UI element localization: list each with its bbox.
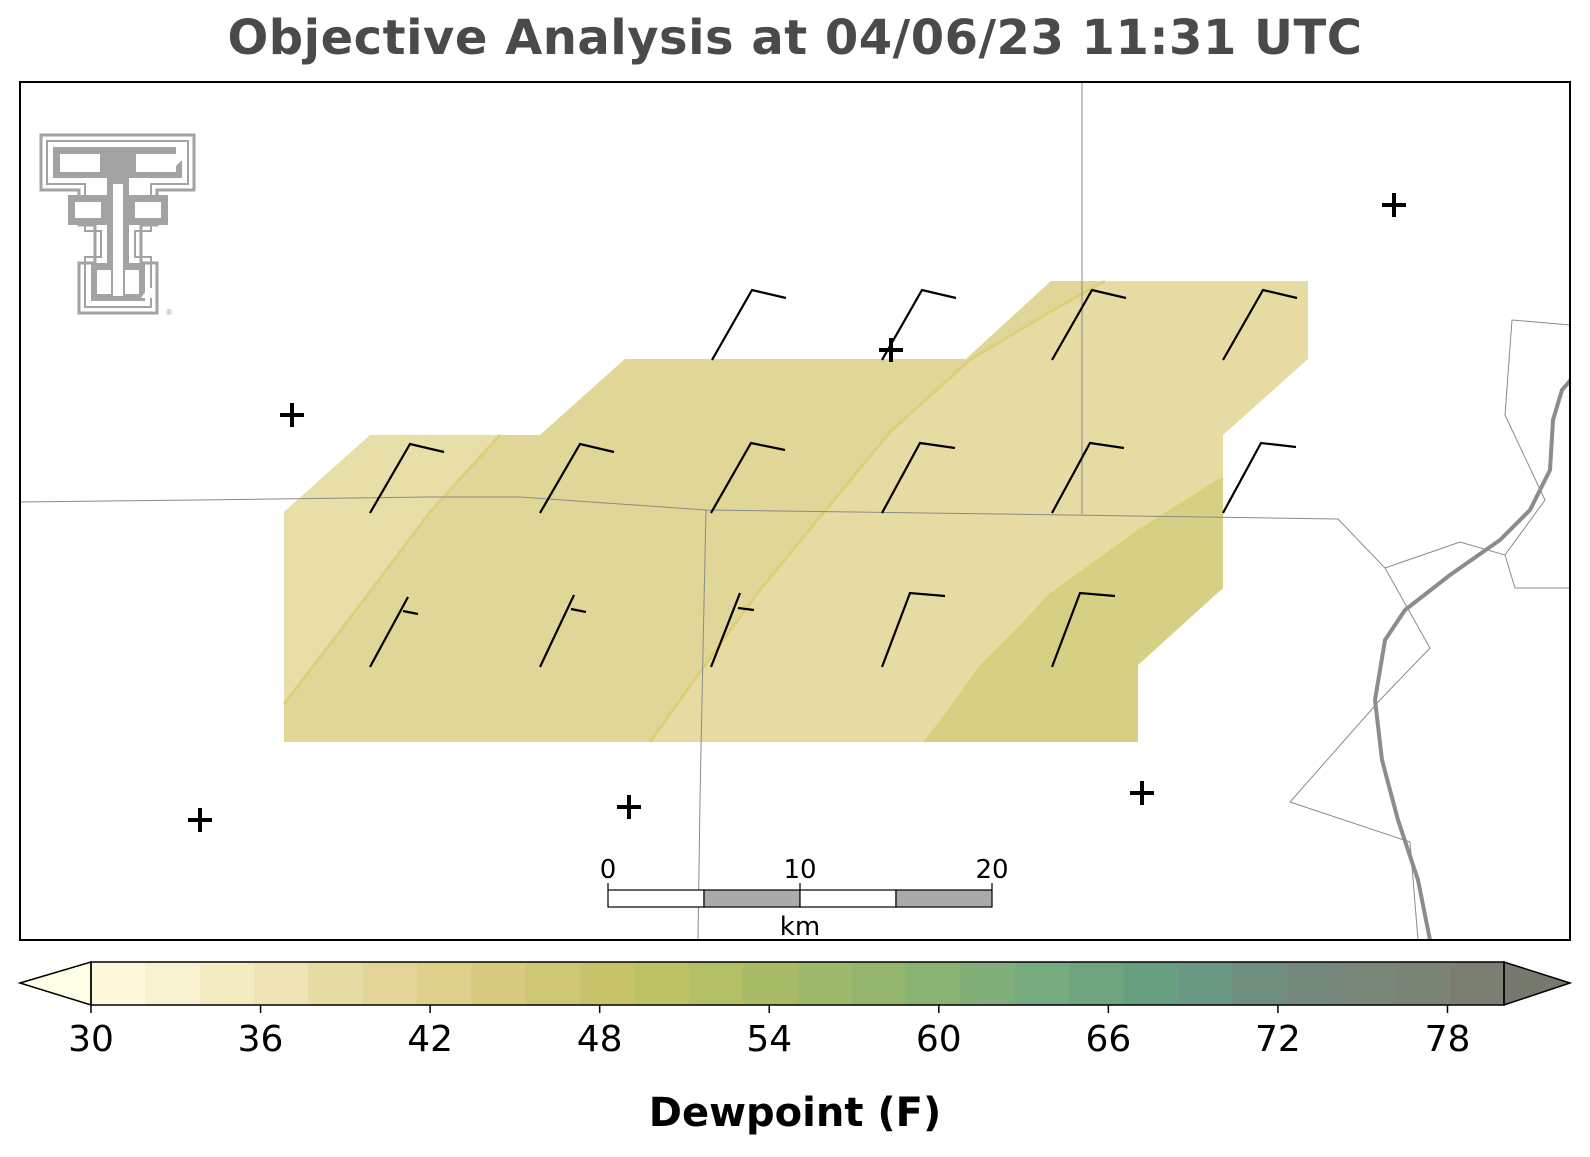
state-boundary (1372, 377, 1570, 940)
wind-barb (1051, 288, 1127, 361)
county-line-vertical-center (697, 509, 707, 940)
colorbar-segment (145, 962, 201, 1005)
colorbar-extend-low (17, 960, 92, 1007)
svg-text:®: ® (165, 308, 173, 317)
colorbar-segment (254, 962, 309, 1005)
county-line-east-2 (1384, 541, 1570, 589)
colorbar-segment (1395, 962, 1451, 1005)
county-line-east-3 (1504, 319, 1570, 556)
field-region-far-west (284, 435, 500, 704)
station-marker (617, 795, 641, 819)
map-area: ® 0 10 20 km (20, 82, 1570, 942)
colorbar-segment (743, 962, 799, 1005)
colorbar-segment (688, 962, 744, 1005)
colorbar-segment (1123, 962, 1179, 1005)
colorbar-tick-label: 78 (1425, 1019, 1471, 1060)
colorbar-segment (199, 962, 255, 1005)
colorbar-segment (362, 962, 418, 1005)
colorbar-tick-label: 66 (1085, 1019, 1131, 1060)
scale-bar: 0 10 20 km (600, 855, 1009, 942)
station-marker (280, 403, 304, 427)
texas-tech-logo: ® (39, 133, 196, 317)
station-marker (1382, 193, 1406, 217)
wind-barb (710, 441, 786, 514)
wind-barb (369, 596, 419, 668)
map-title: Objective Analysis at 04/06/23 11:31 UTC (227, 10, 1363, 66)
wind-barb (880, 591, 946, 668)
station-marker (879, 338, 903, 362)
scale-tick-20: 20 (975, 855, 1008, 885)
wind-barb (881, 441, 956, 514)
scale-tick-10: 10 (783, 855, 816, 885)
county-line-east-1 (1289, 518, 1431, 940)
county-boundaries (20, 82, 1570, 940)
colorbar-segment (1232, 962, 1288, 1005)
colorbar-segment (471, 962, 527, 1005)
contour-line-middle (648, 279, 1106, 743)
colorbar-tick-label: 72 (1255, 1019, 1301, 1060)
contour-line-west (282, 433, 502, 705)
colorbar-segment (1449, 962, 1505, 1005)
colorbar-segment (1014, 962, 1070, 1005)
colorbar-segment (906, 962, 962, 1005)
wind-barb (709, 592, 755, 668)
colorbar-extend-high (1503, 960, 1573, 1007)
colorbar-segment (1069, 962, 1125, 1005)
colorbar-label: Dewpoint (F) (648, 1090, 942, 1136)
colorbar-tick-label: 48 (577, 1019, 623, 1060)
wind-barb (1222, 288, 1298, 361)
wind-barb (881, 288, 957, 361)
station-markers (188, 193, 1406, 832)
colorbar-segment (308, 962, 364, 1005)
wind-barb (1051, 441, 1125, 514)
wind-barb (1222, 441, 1297, 514)
colorbar-tick-label: 30 (68, 1019, 114, 1060)
colorbar-segment (525, 962, 581, 1005)
colorbar-segment (851, 962, 907, 1005)
wind-barb (369, 442, 445, 514)
wind-barb (1050, 591, 1116, 668)
scale-unit-label: km (780, 912, 820, 942)
colorbar-segment (580, 962, 636, 1005)
colorbar-segment (1340, 962, 1396, 1005)
colorbar-segment (960, 962, 1016, 1005)
colorbar-segment (91, 962, 146, 1005)
station-marker (1130, 781, 1154, 805)
colorbar-tick-label: 60 (916, 1019, 962, 1060)
field-region-middle (284, 281, 1105, 742)
contour-line-east (923, 476, 1224, 743)
map-frame (19, 81, 1571, 941)
colorbar-tick-label: 42 (407, 1019, 453, 1060)
colorbar-tick-label: 54 (746, 1019, 792, 1060)
county-line-horizontal (20, 496, 1339, 520)
colorbar: 30 36 42 48 54 60 66 72 78 (17, 960, 1573, 1060)
colorbar-segment (1286, 962, 1342, 1005)
wind-barb (539, 594, 587, 668)
station-marker (188, 808, 212, 832)
dewpoint-contours (282, 279, 1224, 743)
wind-barb (711, 288, 787, 361)
wind-barbs (369, 288, 1298, 668)
colorbar-segment (797, 962, 853, 1005)
scale-tick-0: 0 (600, 855, 617, 885)
colorbar-segment (1177, 962, 1233, 1005)
colorbar-segment (417, 962, 473, 1005)
colorbar-segment (634, 962, 690, 1005)
colorbar-tick-label: 36 (238, 1019, 284, 1060)
wind-barb (539, 442, 615, 514)
